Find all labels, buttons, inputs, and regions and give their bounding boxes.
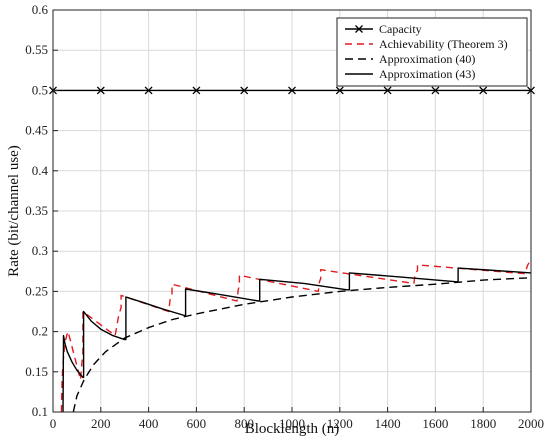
y-tick-label: 0.3 (32, 243, 48, 258)
capacity-marker (383, 86, 392, 95)
x-tick-label: 0 (50, 416, 57, 431)
legend-label-2: Achievability (Theorem 3) (379, 37, 508, 51)
y-tick-label: 0.1 (32, 404, 48, 419)
legend-label-3: Approximation (40) (379, 52, 475, 66)
series-layer (49, 86, 535, 413)
capacity-marker (240, 86, 249, 95)
y-tick-label: 0.15 (25, 364, 48, 379)
y-tick-label: 0.5 (32, 82, 48, 97)
y-tick-label: 0.4 (32, 163, 49, 178)
series-line-3 (72, 277, 532, 413)
y-tick-label: 0.35 (25, 203, 48, 218)
capacity-marker (96, 86, 105, 95)
tick-layer: 0 200 400 600 800 1000 1200 1400 1600 1800 2000 0.1… (25, 2, 544, 431)
capacity-marker (431, 86, 440, 95)
capacity-marker (192, 86, 201, 95)
x-tick-label: 200 (91, 416, 111, 431)
legend-marker (355, 25, 363, 33)
capacity-marker (144, 86, 153, 95)
x-tick-label: 1200 (327, 416, 353, 431)
x-tick-label: 600 (187, 416, 207, 431)
y-axis-label: Rate (bit/channel use) (6, 145, 22, 277)
y-tick-label: 0.55 (25, 42, 48, 57)
series-line-4 (62, 267, 532, 413)
x-tick-label: 800 (234, 416, 254, 431)
x-tick-label: 400 (139, 416, 159, 431)
legend-label-4: Approximation (43) (379, 67, 475, 81)
y-tick-label: 0.6 (32, 2, 49, 17)
x-tick-label: 1800 (470, 416, 496, 431)
x-axis-label: Blocklength (n) (245, 421, 340, 437)
x-tick-label: 1600 (422, 416, 448, 431)
y-tick-label: 0.45 (25, 123, 48, 138)
x-tick-label: 2000 (518, 416, 544, 431)
capacity-marker (288, 86, 296, 95)
capacity-marker (479, 86, 488, 95)
y-tick-label: 0.25 (25, 283, 48, 298)
capacity-marker (335, 86, 344, 95)
x-tick-label: 1400 (375, 416, 401, 431)
y-tick-label: 0.2 (32, 324, 48, 339)
x-tick-label: 1000 (279, 416, 305, 431)
legend-label-1: Capacity (379, 22, 422, 36)
